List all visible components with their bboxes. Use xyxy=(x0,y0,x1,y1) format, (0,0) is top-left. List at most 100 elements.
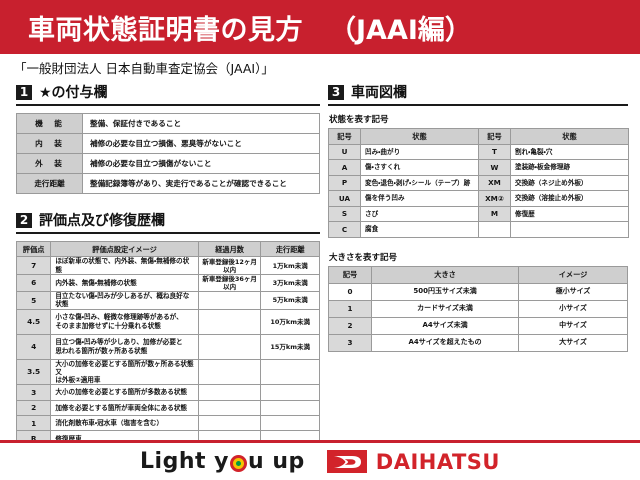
size-image: 小サイズ xyxy=(518,299,628,318)
col-header-size-image: イメージ xyxy=(518,265,628,284)
evaluation-score-body: 評価点 評価点設定イメージ 経過月数 走行距離 7 ほぼ新車の状態で、内外装、無… xyxy=(15,240,320,447)
star-row-key: 機 能 xyxy=(16,113,83,134)
size-value: A4サイズ未満 xyxy=(371,316,520,335)
table-row: 4.5 小さな傷・凹み、軽微な修理跡等があるが、 そのまま加修せずに十分乗れる状… xyxy=(15,308,320,335)
state-right: 交換跡（ネジ止め外板） xyxy=(510,174,629,191)
header-banner: 車両状態証明書の見方 （JAAI編） xyxy=(0,0,640,54)
daihatsu-d-glyph-icon xyxy=(333,455,361,468)
symbol-left: A xyxy=(328,159,361,176)
eval-image: 目立たない傷・凹みが少しあるが、概ね良好な状態 xyxy=(50,291,199,310)
state-left: さび xyxy=(360,205,479,222)
table-row: A 傷・さすくれ W 塗装跡・板金修理跡 xyxy=(328,159,629,176)
association-line: 「一般財団法人 日本自動車査定協会（JAAI）」 xyxy=(14,61,274,76)
state-right: 塗装跡・板金修理跡 xyxy=(510,159,629,176)
table-header-row: 記号 状態 記号 状態 xyxy=(328,128,629,145)
table-row: 内 装 補修の必要な目立つ損傷、悪臭等がないこと xyxy=(16,133,320,154)
symbol-right: XM xyxy=(478,174,511,191)
size-value: A4サイズを超えたもの xyxy=(371,333,520,352)
symbol-right: M xyxy=(478,205,511,222)
symbol-right: T xyxy=(478,143,511,160)
eval-image: 内外装、無傷・無補修の状態 xyxy=(50,273,199,293)
col-header-months: 経過月数 xyxy=(197,240,262,258)
section-2-title: 評価点及び修復歴欄 xyxy=(39,213,165,229)
table-row: 3 A4サイズを超えたもの 大サイズ xyxy=(327,333,628,352)
eval-distance xyxy=(260,399,320,417)
state-right: 割れ・亀裂・穴 xyxy=(510,143,629,160)
eval-months: 新車登録後36ヶ月以内 xyxy=(197,273,262,293)
size-value: カードサイズ未満 xyxy=(371,299,520,318)
state-right: 修復歴 xyxy=(510,205,629,222)
star-row-key: 内 装 xyxy=(16,133,83,154)
eval-distance xyxy=(260,358,320,386)
eval-score: 4 xyxy=(15,333,52,360)
table-row: 6 内外装、無傷・無補修の状態 新車登録後36ヶ月以内 3万km未満 xyxy=(15,273,320,293)
table-row: 機 能 整備、保証付きであること xyxy=(16,113,320,134)
section-1-title: ★の付与欄 xyxy=(39,85,108,101)
section-3-title: 車両図欄 xyxy=(351,85,407,101)
section-2-number: 2 xyxy=(16,212,32,228)
state-left: 凹み・曲がり xyxy=(360,143,479,160)
tagline-text-post: u up xyxy=(248,449,305,474)
symbol-left: U xyxy=(328,143,361,160)
symbol-right: W xyxy=(478,159,511,176)
eval-months xyxy=(197,384,262,401)
col-header-score: 評価点 xyxy=(15,240,52,258)
table-header-row: 記号 大きさ イメージ xyxy=(327,265,628,284)
eval-distance: 5万km未満 xyxy=(260,291,320,310)
table-row: 1 消化剤散布車・冠水車（塩害を含む） xyxy=(15,415,320,432)
eval-distance: 1万km未満 xyxy=(260,256,320,275)
state-symbols-label: 状態を表す記号 xyxy=(329,115,389,125)
evaluation-score-table: 評価点 評価点設定イメージ 経過月数 走行距離 7 ほぼ新車の状態で、内外装、無… xyxy=(15,240,320,447)
daihatsu-emblem-icon xyxy=(326,450,367,473)
eval-image: 小さな傷・凹み、軽微な修理跡等があるが、 そのまま加修せずに十分乗れる状態 xyxy=(50,308,199,335)
table-header-row: 評価点 評価点設定イメージ 経過月数 走行距離 xyxy=(15,240,320,258)
eval-image: 大小の加修を必要とする箇所が多数ある状態 xyxy=(50,384,199,401)
symbol-right xyxy=(478,221,511,238)
symbol-left: S xyxy=(328,205,361,222)
col-header-distance: 走行距離 xyxy=(260,240,320,258)
eval-image: ほぼ新車の状態で、内外装、無傷・無補修の状態 xyxy=(50,256,199,275)
star-row-desc: 補修の必要な目立つ損傷がないこと xyxy=(82,153,320,174)
eval-distance xyxy=(260,415,320,432)
star-row-key: 外 装 xyxy=(16,153,83,174)
size-symbols-label: 大きさを表す記号 xyxy=(329,252,398,263)
eval-score: 3.5 xyxy=(15,358,52,386)
eval-image: 加修を必要とする箇所が車両全体にある状態 xyxy=(50,399,199,417)
size-value: 500円玉サイズ未満 xyxy=(371,282,520,301)
state-right xyxy=(510,221,629,238)
section-3-heading: 3 車両図欄 xyxy=(328,82,628,106)
table-row: U 凹み・曲がり T 割れ・亀裂・穴 xyxy=(328,143,629,160)
right-column: 3 車両図欄 状態を表す記号 記号 状態 記号 状態 U 凹み・曲がり T 割れ… xyxy=(327,82,629,352)
eval-score: 6 xyxy=(15,273,52,293)
size-symbol: 0 xyxy=(327,282,373,301)
page-title-suffix: （JAAI編） xyxy=(329,14,472,46)
eval-score: 4.5 xyxy=(15,308,52,335)
table-row: 0 500円玉サイズ未満 極小サイズ xyxy=(327,282,628,301)
table-row: P 変色・退色・剥げ・シール（テープ）跡 XM 交換跡（ネジ止め外板） xyxy=(328,174,629,191)
eval-months xyxy=(197,308,262,335)
state-left: 腐食 xyxy=(360,221,479,238)
eval-score: 2 xyxy=(15,399,52,417)
symbol-left: C xyxy=(328,221,361,238)
table-row: C 腐食 xyxy=(328,221,629,238)
table-row: 4 目立つ傷・凹み等が少しあり、加修が必要と 思われる箇所が数ヶ所ある状態 15… xyxy=(15,333,320,360)
eval-months: 新車登録後12ヶ月以内 xyxy=(197,256,262,275)
size-symbol: 3 xyxy=(327,333,373,352)
symbol-left: UA xyxy=(328,190,361,207)
state-right: 交換跡（溶接止め外板） xyxy=(510,190,629,207)
table-row: UA 傷を伴う凹み XM② 交換跡（溶接止め外板） xyxy=(328,190,629,207)
table-row: 5 目立たない傷・凹みが少しあるが、概ね良好な状態 5万km未満 xyxy=(15,291,320,310)
size-symbol: 2 xyxy=(327,316,373,335)
section-1-heading: 1 ★の付与欄 xyxy=(16,82,320,106)
eval-image: 大小の加修を必要とする箇所が数ヶ所ある状態又 は外板②適用車 xyxy=(50,358,199,386)
size-symbol-body: 記号 大きさ イメージ 0 500円玉サイズ未満 極小サイズ 1 カードサイズ未… xyxy=(327,265,628,352)
table-row: 外 装 補修の必要な目立つ損傷がないこと xyxy=(16,153,320,174)
table-row: S さび M 修復歴 xyxy=(328,205,629,222)
eval-score: 3 xyxy=(15,384,52,401)
table-row: 2 加修を必要とする箇所が車両全体にある状態 xyxy=(15,399,320,417)
table-row: 3 大小の加修を必要とする箇所が多数ある状態 xyxy=(15,384,320,401)
col-header-symbol-right: 記号 xyxy=(478,128,511,145)
eval-image: 消化剤散布車・冠水車（塩害を含む） xyxy=(50,415,199,432)
daihatsu-wordmark: DAIHATSU xyxy=(375,449,500,474)
